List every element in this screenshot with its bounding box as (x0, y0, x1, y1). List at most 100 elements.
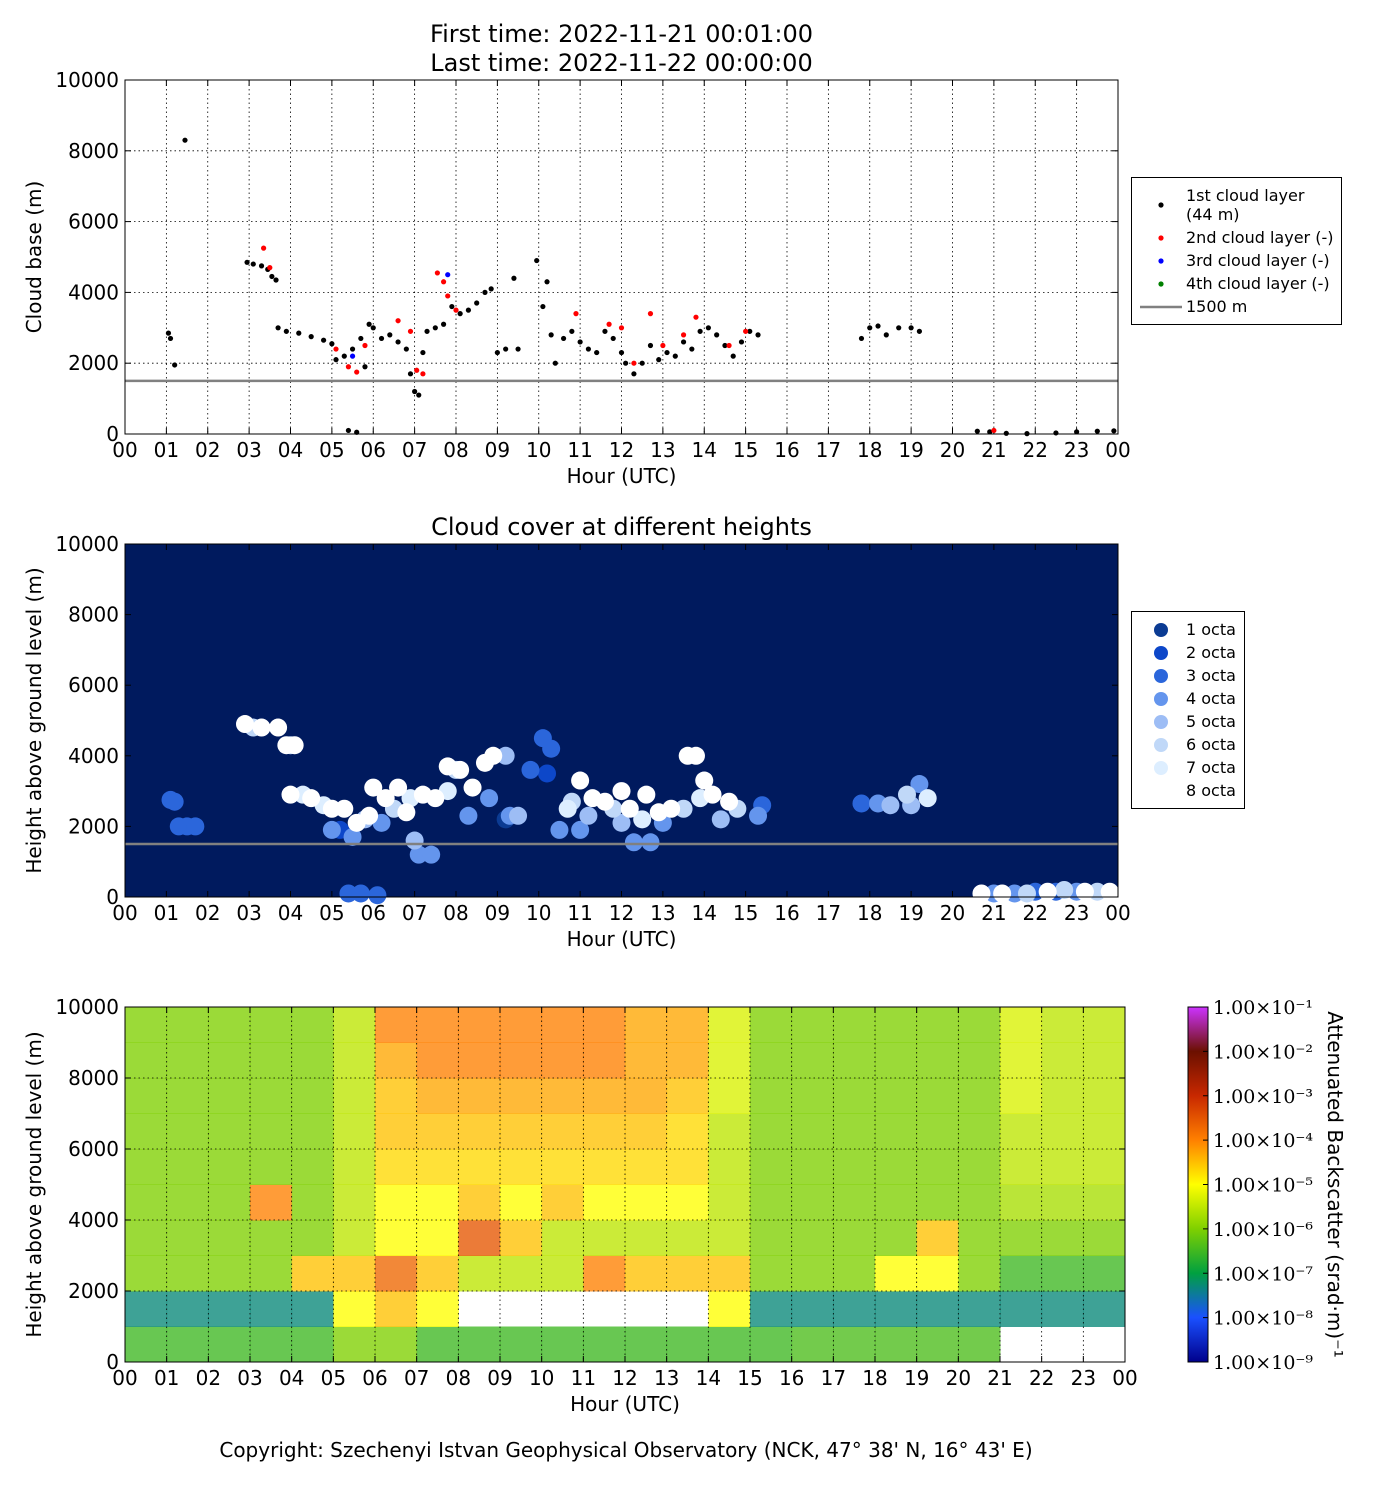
x-tick-label: 08 (443, 438, 468, 462)
heatmap-cell (625, 1255, 668, 1292)
heatmap-cell (500, 1113, 543, 1150)
x-tick-label: 18 (862, 1366, 887, 1390)
data-point (908, 325, 914, 331)
x-tick-label: 08 (443, 901, 468, 925)
legend-label: 4th cloud layer (-) (1186, 274, 1330, 293)
colorbar-tick-label: 1.00×10⁻¹ (1213, 997, 1313, 1019)
legend-symbol (1154, 691, 1168, 706)
heatmap-cell (1083, 1220, 1126, 1256)
data-point (397, 803, 416, 822)
data-point (722, 342, 728, 349)
x-tick-label: 15 (733, 901, 758, 925)
data-point (273, 277, 279, 283)
legend-symbol (1154, 783, 1168, 798)
heatmap-cell (208, 1007, 251, 1043)
data-point (858, 335, 865, 342)
x-tick-label: 16 (774, 901, 799, 925)
data-point (624, 833, 643, 852)
data-point (612, 782, 631, 801)
heatmap-cell (291, 1078, 334, 1114)
data-point (548, 332, 554, 338)
heatmap-cell (833, 1078, 876, 1114)
x-tick-label: 10 (526, 438, 551, 462)
data-point (711, 810, 730, 829)
data-point (639, 360, 645, 366)
data-point (387, 332, 393, 338)
heatmap-cell (1083, 1291, 1126, 1327)
x-tick-label: 21 (987, 1366, 1012, 1390)
chart: 00 01 02 03 04 05 06 07 08 09 10 11 12 13 14 15 16 17 18 19… (22, 513, 1131, 951)
heatmap-cell (833, 1113, 876, 1150)
data-point (186, 817, 205, 836)
x-tick-label: 10 (526, 901, 551, 925)
data-point (674, 799, 693, 818)
data-point (434, 270, 440, 276)
x-tick-label: 16 (774, 438, 799, 462)
data-point (362, 364, 368, 370)
x-tick-label: 04 (278, 438, 303, 462)
data-point (250, 261, 256, 267)
heatmap-cell (1000, 1113, 1043, 1150)
heatmap-cell (541, 1078, 584, 1114)
heatmap-cell (375, 1326, 418, 1363)
data-point (515, 346, 521, 352)
heatmap-cell (750, 1078, 793, 1114)
data-point (354, 369, 360, 375)
data-point (407, 328, 414, 334)
data-point (620, 799, 639, 818)
heatmap-cell (333, 1326, 376, 1363)
y-axis-label: Cloud base (m) (22, 181, 46, 334)
heatmap-cell (1000, 1184, 1043, 1221)
data-point (463, 778, 482, 797)
heatmap-cell (875, 1007, 918, 1043)
data-point (689, 346, 695, 352)
heatmap-cell (416, 1255, 459, 1292)
heatmap-cell (291, 1149, 334, 1185)
heatmap-cell (333, 1007, 376, 1043)
x-tick-label: 03 (236, 438, 261, 462)
heatmap-cell (958, 1113, 1001, 1150)
x-axis-label: Hour (UTC) (570, 1392, 680, 1416)
data-point (285, 736, 304, 755)
heatmap-cell (375, 1220, 418, 1256)
x-tick-label: 22 (1023, 901, 1048, 925)
y-tick-label: 8000 (68, 1066, 119, 1090)
data-point (883, 332, 889, 338)
heatmap-cell (208, 1291, 251, 1327)
heatmap-cell (416, 1184, 459, 1221)
x-tick-label: 18 (857, 901, 882, 925)
data-point (606, 321, 612, 327)
heatmap-cell (250, 1113, 293, 1150)
heatmap-cell (666, 1255, 709, 1292)
heatmap-cell (875, 1255, 918, 1292)
heatmap-cell (125, 1149, 168, 1185)
data-point (579, 806, 598, 825)
x-tick-label: 02 (196, 1366, 221, 1390)
legend-marker (1158, 280, 1164, 287)
heatmap-cell (791, 1042, 834, 1079)
heatmap-cell (208, 1326, 251, 1363)
heatmap-cell (208, 1042, 251, 1079)
data-point (349, 353, 356, 359)
legend-entry: 8 octa (1136, 781, 1236, 800)
heatmap-cell (1000, 1007, 1043, 1043)
heatmap-cell (416, 1326, 459, 1363)
data-point (261, 245, 267, 251)
x-tick-label: 20 (940, 438, 965, 462)
colorbar-tick-label: 1.00×10⁻⁷ (1213, 1263, 1313, 1285)
colorbar-tick-label: 1.00×10⁻⁹ (1213, 1352, 1313, 1374)
data-point (503, 346, 509, 352)
heatmap-cell (166, 1255, 209, 1292)
data-point (749, 806, 768, 825)
data-point (993, 884, 1012, 903)
legend: 1st cloud layer (44 m) 2nd cloud layer (-… (1131, 177, 1343, 325)
heatmap-cell (208, 1255, 251, 1292)
heatmap-cell (541, 1007, 584, 1043)
heatmap-cell (458, 1078, 501, 1114)
heatmap-cell (125, 1042, 168, 1079)
heatmap-cell (958, 1149, 1001, 1185)
heatmap-cell (208, 1149, 251, 1185)
x-tick-label: 02 (195, 438, 220, 462)
heatmap-cell (1083, 1007, 1126, 1043)
data-point (534, 257, 540, 264)
